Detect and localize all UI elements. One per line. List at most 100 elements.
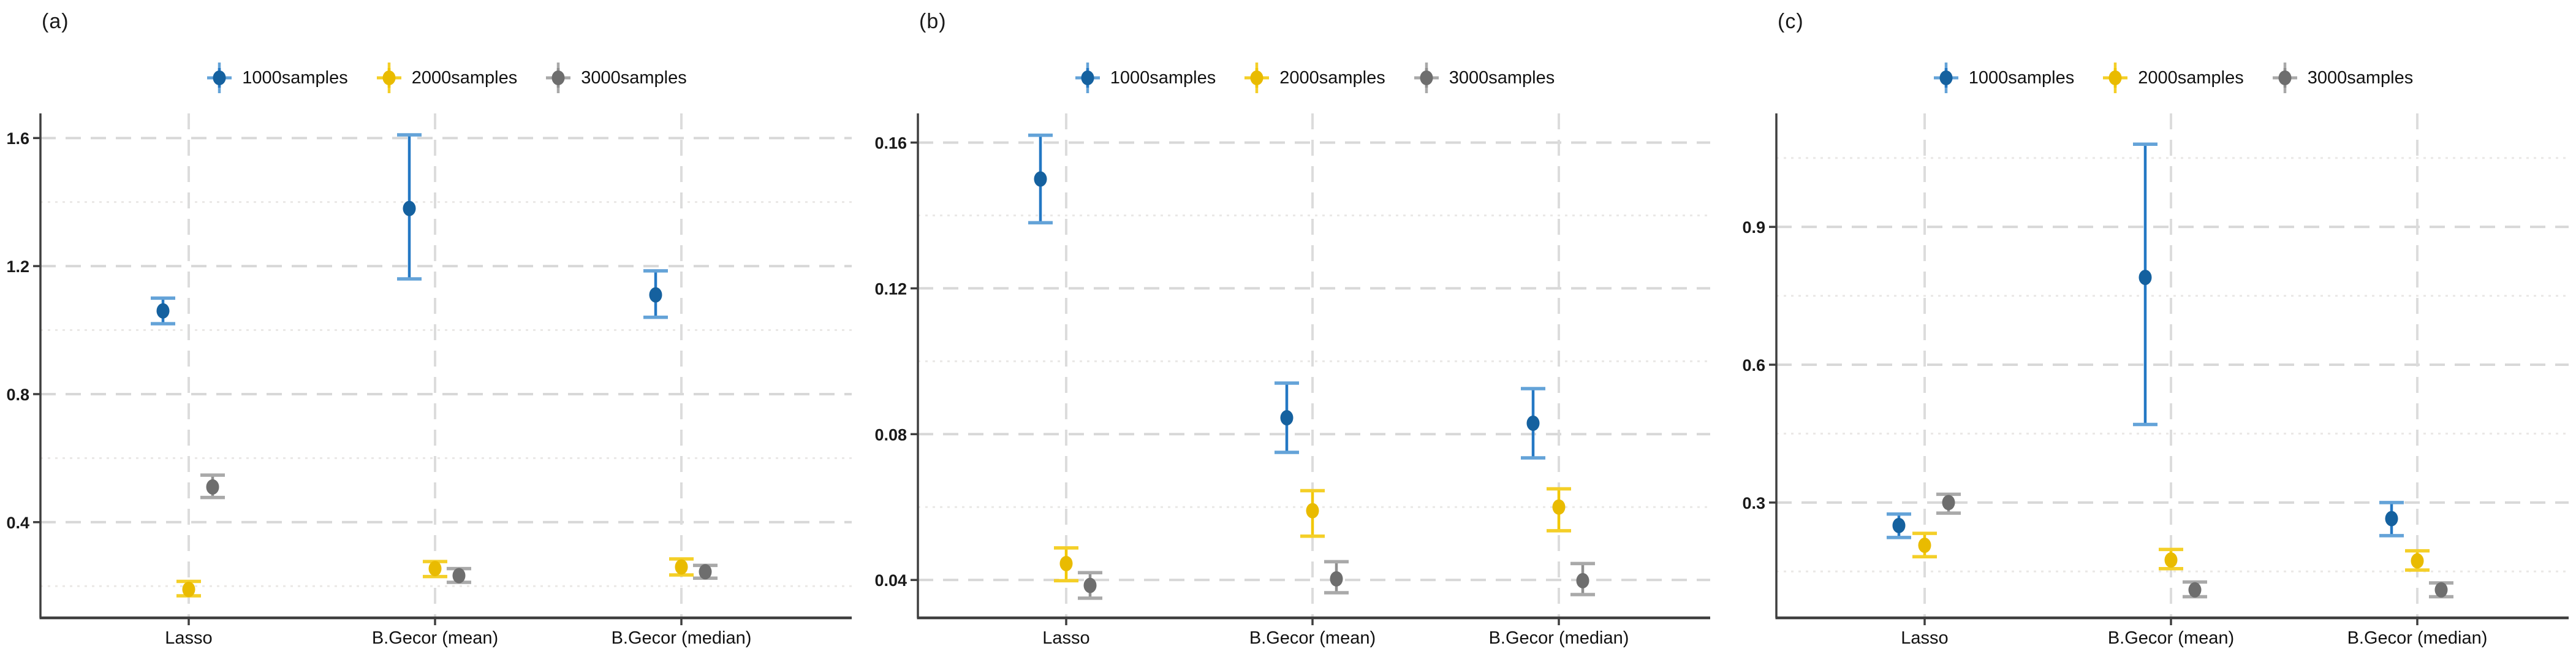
panel-a: (a) 1000samples 2000samples 3000samples 0.… — [0, 0, 859, 662]
data-point — [649, 287, 662, 303]
x-category-label: Lasso — [1901, 628, 1948, 648]
panel-b: (b) 1000samples 2000samples 3000samples 0.… — [858, 0, 1718, 662]
y-tick-label: 1.2 — [6, 257, 29, 276]
x-category-label: B.Gecor (mean) — [2108, 628, 2234, 648]
pointrange-2000samples — [669, 557, 694, 577]
panel-b-title: (b) — [919, 10, 947, 33]
legend-item-2000samples: 2000samples — [1243, 61, 1385, 95]
pointrange-icon — [1244, 63, 1270, 93]
data-point — [2411, 553, 2424, 569]
legend-label: 1000samples — [1110, 67, 1216, 88]
data-point — [699, 564, 712, 580]
panel-c-chart: 0.3 0.6 0.9 Lasso B.Gecor (mean) B.Gecor (med… — [1742, 113, 2569, 648]
x-category-label: Lasso — [165, 628, 212, 648]
data-point — [156, 303, 170, 319]
x-category-label: Lasso — [1042, 628, 1089, 648]
pointrange-1000samples — [151, 296, 175, 325]
legend-label: 3000samples — [2307, 67, 2414, 88]
data-point — [1918, 538, 1931, 554]
legend-label: 2000samples — [411, 67, 518, 88]
y-tick-label: 1.6 — [6, 129, 29, 148]
data-point — [1083, 577, 1097, 593]
data-point — [2164, 552, 2178, 568]
data-point — [1576, 573, 1589, 588]
pointrange-3000samples — [1570, 561, 1595, 596]
x-category-label: B.Gecor (median) — [1489, 628, 1629, 648]
data-point — [2188, 582, 2202, 598]
pointrange-1000samples — [643, 269, 668, 319]
data-point — [1059, 555, 1073, 571]
legend-item-3000samples: 3000samples — [2271, 61, 2414, 95]
pointrange-3000samples — [447, 566, 471, 584]
pointrange-1000samples — [2379, 501, 2404, 538]
y-tick-label: 0.4 — [6, 514, 29, 532]
legend-item-2000samples: 2000samples — [375, 61, 518, 95]
pointrange-3000samples — [1324, 560, 1349, 595]
pointrange-icon — [2103, 63, 2128, 93]
pointrange-3000samples — [1936, 492, 1961, 515]
data-point — [403, 200, 416, 216]
pointrange-2000samples — [1300, 489, 1325, 538]
pointrange-icon — [1075, 63, 1100, 93]
data-point — [1330, 571, 1343, 587]
y-tick-label: 0.3 — [1742, 494, 1765, 512]
legend-item-1000samples: 1000samples — [1932, 61, 2075, 95]
legend-item-3000samples: 3000samples — [544, 61, 687, 95]
data-point — [182, 582, 195, 598]
pointrange-icon — [1933, 63, 1958, 93]
x-category-label: B.Gecor (median) — [612, 628, 752, 648]
data-point — [1526, 415, 1540, 431]
panel-b-chart: 0.04 0.08 0.12 0.16 Lasso B.Gecor (mean) B.Gec… — [874, 113, 1710, 648]
pointrange-1000samples — [397, 133, 422, 281]
pointrange-3000samples — [2429, 581, 2453, 599]
pointrange-1000samples — [1275, 381, 1299, 454]
pointrange-3000samples — [1078, 571, 1102, 600]
panel-a-legend: 1000samples 2000samples 3000samples — [40, 60, 852, 96]
legend-label: 2000samples — [2138, 67, 2244, 88]
panel-c-title: (c) — [1778, 10, 1804, 33]
pointrange-icon — [207, 63, 232, 93]
pointrange-icon — [1414, 63, 1439, 93]
pointrange-2000samples — [423, 560, 447, 579]
pointrange-1000samples — [2133, 142, 2157, 427]
y-tick-label: 0.8 — [6, 386, 29, 404]
data-point — [1942, 495, 1955, 511]
pointrange-2000samples — [1912, 531, 1937, 559]
pointrange-icon — [2272, 63, 2297, 93]
pointrange-1000samples — [1521, 387, 1545, 460]
data-point — [1034, 171, 1047, 187]
data-point — [2138, 270, 2152, 286]
pointrange-2000samples — [176, 579, 201, 598]
data-point — [1892, 517, 1906, 533]
pointrange-3000samples — [200, 473, 225, 500]
pointrange-3000samples — [2183, 580, 2207, 599]
pointrange-2000samples — [2159, 547, 2183, 571]
legend-label: 3000samples — [581, 67, 687, 88]
y-tick-label: 0.6 — [1742, 356, 1765, 375]
legend-label: 1000samples — [242, 67, 348, 88]
legend-label: 1000samples — [1968, 67, 2075, 88]
panel-b-legend: 1000samples 2000samples 3000samples — [918, 60, 1710, 96]
y-tick-label: 0.16 — [874, 134, 907, 153]
data-point — [675, 559, 688, 575]
panel-a-chart: 0.4 0.8 1.2 1.6 Lasso B.Gecor (mean) B.Gecor (… — [6, 113, 852, 648]
data-point — [2434, 582, 2448, 598]
data-point — [1306, 503, 1319, 519]
data-point — [428, 561, 442, 577]
panel-a-title: (a) — [42, 10, 69, 33]
x-category-label: B.Gecor (mean) — [1249, 628, 1376, 648]
pointrange-2000samples — [1547, 487, 1571, 533]
pointrange-2000samples — [1054, 546, 1078, 583]
x-category-label: B.Gecor (mean) — [372, 628, 498, 648]
panel-c-legend: 1000samples 2000samples 3000samples — [1776, 60, 2569, 96]
pointrange-1000samples — [1028, 133, 1053, 225]
legend-item-1000samples: 1000samples — [1074, 61, 1216, 95]
legend-item-1000samples: 1000samples — [205, 61, 348, 95]
pointrange-1000samples — [1887, 512, 1911, 539]
y-tick-label: 0.08 — [874, 425, 907, 444]
pointrange-icon — [546, 63, 571, 93]
pointrange-3000samples — [693, 563, 718, 580]
data-point — [2385, 511, 2398, 527]
panel-c: (c) 1000samples 2000samples 3000samples 0.… — [1717, 0, 2576, 662]
